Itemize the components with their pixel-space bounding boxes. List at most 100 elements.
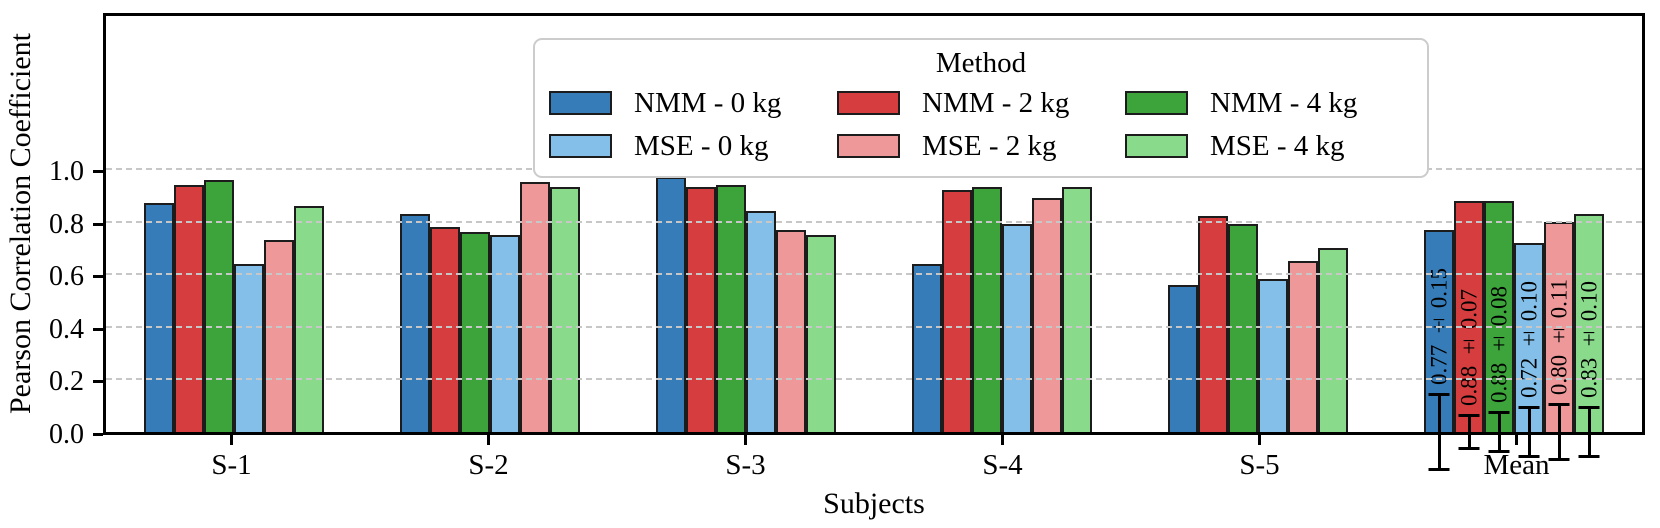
x-tick-label-s-1: S-1 xyxy=(211,449,252,481)
bar-nmm-2kg-s-3 xyxy=(686,187,716,432)
y-tick-mark-0.0 xyxy=(93,433,103,436)
bar-mse-2kg-s-2 xyxy=(520,182,550,432)
legend: Method NMM - 0 kg NMM - 2 kg NMM - 4 kg … xyxy=(533,38,1429,178)
x-tick-label-s-4: S-4 xyxy=(982,449,1023,481)
bar-mse-2kg-s-1 xyxy=(264,240,294,432)
error-bar-stem xyxy=(1437,392,1441,472)
bar-mse-2kg-s-5 xyxy=(1288,261,1318,432)
bar-mse-0kg-mean: 0.72 ± 0.10 xyxy=(1514,242,1544,459)
bar-nmm-4kg-s-2 xyxy=(460,232,490,432)
bar-nmm-4kg-s-5 xyxy=(1228,224,1258,432)
bar-nmm-2kg-s-2 xyxy=(430,226,460,432)
bar-nmm-0kg-s-3 xyxy=(656,176,686,432)
y-tick-mark-0.4 xyxy=(93,327,103,331)
legend-label: NMM - 0 kg xyxy=(634,86,782,119)
bar-mse-4kg-s-3 xyxy=(806,234,836,432)
bar-mse-0kg-s-5 xyxy=(1258,279,1288,432)
bar-mse-4kg-s-1 xyxy=(294,205,324,432)
error-bar-cap-bottom xyxy=(1428,468,1450,472)
error-bar-stem xyxy=(1557,403,1561,461)
error-bar-cap-top xyxy=(1428,392,1450,396)
legend-entry-mse-4kg: MSE - 4 kg xyxy=(1125,130,1413,162)
legend-label: MSE - 0 kg xyxy=(634,130,769,163)
legend-entry-nmm-0kg: NMM - 0 kg xyxy=(549,87,837,119)
x-tick-mark-s-1 xyxy=(230,435,233,445)
bar-mse-0kg-s-1 xyxy=(234,263,264,432)
error-bar xyxy=(1548,403,1570,461)
bar-nmm-4kg-s-4 xyxy=(972,187,1002,432)
error-bar-cap-bottom xyxy=(1488,450,1510,454)
plot-area: 0.77 ± 0.15 0.88 ± 0.07 0.88 ± 0.08 0.72 ± … xyxy=(103,13,1645,472)
error-bar xyxy=(1488,410,1510,454)
bar-nmm-0kg-s-4 xyxy=(912,263,942,432)
legend-label: NMM - 4 kg xyxy=(1210,86,1358,119)
y-tick-mark-0.8 xyxy=(93,222,103,226)
gridline-0.2 xyxy=(106,378,1642,381)
x-axis-label: Subjects xyxy=(823,487,925,520)
y-tick-mark-1.0 xyxy=(93,170,103,173)
x-tick-label-mean: Mean xyxy=(1483,449,1550,481)
legend-label: MSE - 4 kg xyxy=(1210,130,1345,163)
error-bar-cap-bottom xyxy=(1578,455,1600,459)
error-bar xyxy=(1578,405,1600,459)
error-bar-cap-top xyxy=(1518,405,1540,409)
x-tick-label-s-2: S-2 xyxy=(468,449,509,481)
error-bar xyxy=(1518,405,1540,459)
legend-swatch-nmm-0kg xyxy=(549,90,612,115)
y-tick-mark-0.6 xyxy=(93,275,103,279)
mean-value-annotation: 0.88 ± 0.07 xyxy=(1456,288,1482,406)
bar-nmm-0kg-s-1 xyxy=(144,203,174,432)
x-tick-mark-s-2 xyxy=(487,435,490,445)
bar-nmm-2kg-s-5 xyxy=(1198,216,1228,432)
x-tick-mark-mean xyxy=(1515,435,1518,445)
x-axis-tick-labels: S-1 S-2 S-3 S-4 S-5 Mean xyxy=(103,449,1645,482)
y-tick-label-0.4: 0.4 xyxy=(49,313,84,345)
bar-mse-4kg-mean: 0.83 ± 0.10 xyxy=(1574,213,1604,459)
bar-group-s-4 xyxy=(874,16,1130,432)
bar-mse-0kg-s-4 xyxy=(1002,224,1032,432)
bar-nmm-2kg-s-4 xyxy=(942,190,972,432)
error-bar-cap-bottom xyxy=(1518,455,1540,459)
error-bar-cap-bottom xyxy=(1458,447,1480,451)
legend-entries: NMM - 0 kg NMM - 2 kg NMM - 4 kg MSE - 0… xyxy=(549,81,1413,168)
x-tick-mark-s-3 xyxy=(744,435,747,445)
legend-label: MSE - 2 kg xyxy=(922,130,1057,163)
gridline-0.4 xyxy=(106,325,1642,328)
bar-mse-2kg-s-3 xyxy=(776,229,806,432)
y-tick-label-0.8: 0.8 xyxy=(49,208,84,240)
bar-mse-2kg-s-4 xyxy=(1032,197,1062,432)
legend-entry-mse-2kg: MSE - 2 kg xyxy=(837,130,1125,162)
error-bar-cap-bottom xyxy=(1548,457,1570,461)
bar-nmm-4kg-mean: 0.88 ± 0.08 xyxy=(1484,200,1514,454)
legend-swatch-nmm-4kg xyxy=(1125,90,1188,115)
bar-nmm-4kg-s-3 xyxy=(716,184,746,432)
legend-swatch-mse-2kg xyxy=(837,134,900,159)
legend-title: Method xyxy=(935,47,1027,79)
x-tick-label-s-5: S-5 xyxy=(1239,449,1280,481)
error-bar-cap-top xyxy=(1488,410,1510,414)
gridline-0.6 xyxy=(106,273,1642,276)
bar-nmm-4kg-s-1 xyxy=(204,179,234,432)
bar-group-s-1 xyxy=(106,16,362,432)
legend-swatch-mse-4kg xyxy=(1125,134,1188,159)
legend-entry-mse-0kg: MSE - 0 kg xyxy=(549,130,837,162)
error-bar-cap-top xyxy=(1578,405,1600,409)
bar-mse-0kg-s-3 xyxy=(746,211,776,432)
x-tick-label-s-3: S-3 xyxy=(725,449,766,481)
gridline-0.8 xyxy=(106,220,1642,223)
error-bar-stem xyxy=(1587,405,1591,459)
bar-nmm-2kg-mean: 0.88 ± 0.07 xyxy=(1454,200,1484,451)
legend-label: NMM - 2 kg xyxy=(922,86,1070,119)
bar-mse-4kg-s-2 xyxy=(550,187,580,432)
y-tick-label-0.6: 0.6 xyxy=(49,261,84,293)
error-bar xyxy=(1428,392,1450,472)
bar-nmm-2kg-s-1 xyxy=(174,184,204,432)
legend-entry-nmm-4kg: NMM - 4 kg xyxy=(1125,87,1413,119)
bar-nmm-0kg-s-5 xyxy=(1168,284,1198,432)
y-tick-label-1.0: 1.0 xyxy=(49,156,84,187)
bar-group-s-5 xyxy=(1130,16,1386,432)
y-tick-label-0.0: 0.0 xyxy=(49,419,84,450)
y-tick-label-0.2: 0.2 xyxy=(49,366,84,398)
error-bar-stem xyxy=(1527,405,1531,459)
